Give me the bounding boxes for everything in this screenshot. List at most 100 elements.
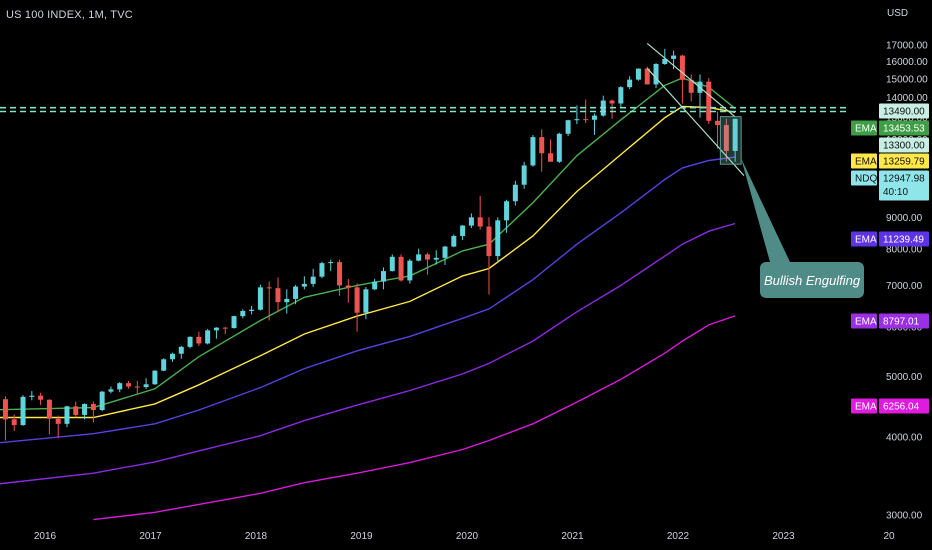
candle-body (134, 386, 140, 388)
candle-body (591, 115, 597, 120)
candle-body (460, 225, 466, 237)
time-tick-label: 2018 (245, 531, 268, 542)
price-tag-level[interactable]: 13490.00 (879, 103, 929, 119)
candle-body (644, 68, 650, 85)
price-tag-label: EMA (855, 317, 877, 328)
price-tag-label: EMA (855, 235, 877, 246)
price-tick-label: 15000.00 (886, 74, 928, 85)
candle-body (310, 276, 316, 284)
price-tag-label: EMA (855, 402, 877, 413)
price-tag-value: 13259.79 (883, 157, 925, 168)
candle-body (205, 330, 211, 344)
time-tick-label: 2020 (456, 531, 479, 542)
candle-body (20, 396, 26, 426)
candle-body (38, 395, 44, 400)
candle-body (293, 286, 299, 299)
candle (337, 259, 343, 296)
ema-line-1 (0, 77, 736, 411)
price-tag-countdown: 40:10 (883, 187, 908, 198)
price-tick-label: 16000.00 (886, 57, 928, 68)
price-tag-bg (879, 398, 929, 414)
candle-body (249, 309, 255, 311)
ema-line-2 (0, 105, 736, 419)
price-tick-label: 17000.00 (886, 41, 928, 52)
candle (249, 305, 255, 315)
candle-body (257, 287, 263, 310)
candle (433, 250, 439, 265)
candle-body (653, 63, 659, 85)
candle (82, 403, 88, 420)
candle (99, 391, 105, 412)
candle (143, 378, 149, 389)
candle (530, 134, 536, 167)
price-tag-level[interactable]: 13300.00 (879, 137, 929, 153)
candle (424, 252, 430, 275)
candle (521, 161, 527, 189)
candle-body (679, 55, 685, 80)
candle (486, 217, 492, 295)
price-tag-purple[interactable]: 8797.01 EMA (851, 313, 929, 329)
candle-body (556, 133, 562, 162)
price-tag-value: 13300.00 (883, 141, 925, 152)
candle (2, 396, 8, 441)
candle (679, 54, 685, 104)
candle-body (715, 120, 721, 126)
candle (205, 329, 211, 345)
candle (187, 336, 193, 349)
price-tag-yellow[interactable]: 13259.79 EMA (851, 153, 929, 169)
ema-line-4 (0, 222, 736, 485)
candle-body (337, 262, 343, 286)
price-tag-value: 6256.04 (883, 402, 920, 413)
candle (556, 132, 562, 163)
price-tick-label: 13000.00 (886, 113, 928, 124)
price-tag-last[interactable]: 12947.98 40:10 NDQ (851, 170, 929, 201)
candle (512, 180, 518, 206)
candlesticks (2, 48, 738, 441)
candle (90, 401, 96, 423)
candle-body (169, 353, 175, 360)
candle-body (521, 165, 527, 185)
price-tag-value: 13490.00 (883, 107, 925, 118)
candle (310, 268, 316, 287)
candle (257, 284, 263, 311)
candle-body (90, 403, 96, 410)
candle-body (354, 287, 360, 313)
candle (380, 267, 386, 290)
candle-body (512, 184, 518, 202)
candle-body (99, 391, 105, 410)
time-axis[interactable]: 2016 2017 2018 2019 2020 2021 2022 2023 20 (34, 531, 895, 542)
candle-body (477, 217, 483, 227)
candle-body (451, 236, 457, 247)
candle (495, 217, 501, 264)
candle (293, 285, 299, 305)
candle (284, 289, 290, 314)
candle-body (266, 287, 272, 289)
candle-body (398, 256, 404, 281)
time-tick-label: 2019 (350, 531, 373, 542)
channel-lower-line[interactable] (646, 67, 745, 176)
channel-upper-line[interactable] (646, 42, 736, 118)
candle-body (73, 406, 79, 415)
candle-body (64, 406, 70, 424)
candle-body (468, 217, 474, 226)
price-tag-value: 8797.01 (883, 317, 920, 328)
price-tick-label: 14000.00 (886, 93, 928, 104)
candle-body (627, 79, 633, 88)
price-tag-green[interactable]: 13453.53 EMA (851, 120, 929, 136)
candle-body (539, 137, 545, 154)
candle-body (213, 327, 219, 331)
candle (178, 345, 184, 359)
candle (732, 118, 738, 162)
candle (169, 352, 175, 362)
candle (416, 248, 422, 262)
price-tag-magenta[interactable]: 6256.04 EMA (851, 398, 929, 414)
bullish-engulfing-callout[interactable]: Bullish Engulfing (760, 262, 864, 298)
price-tag-label-bg (851, 398, 877, 414)
candle-body (178, 346, 184, 354)
price-tag-blue[interactable]: 11239.49 EMA (851, 231, 929, 247)
price-tick-label: 7000.00 (886, 281, 923, 292)
candle (275, 277, 281, 313)
candle-body (82, 403, 88, 415)
pattern-highlight-box[interactable] (719, 116, 742, 165)
